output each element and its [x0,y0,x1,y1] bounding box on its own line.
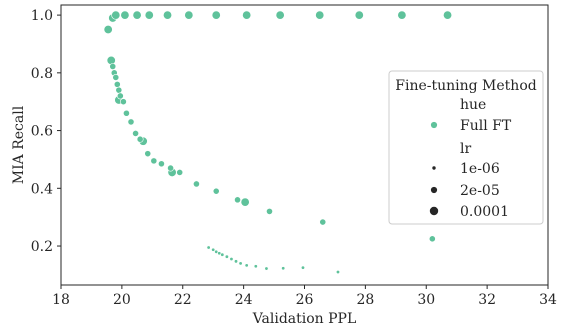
data-point [109,63,117,70]
legend-size-header: lr [460,141,471,157]
legend: Fine-tuning Method hue Full FT lr 1e-06 … [388,70,544,225]
data-point [242,10,252,20]
data-point [132,130,139,137]
data-point [234,196,241,204]
legend-size-entry-large: 0.0001 [460,204,509,220]
data-point [244,263,249,268]
legend-frame [388,70,544,225]
x-tick-label: 32 [478,292,496,308]
data-point [115,86,123,94]
x-tick-label: 34 [539,292,557,308]
x-tick-label: 22 [174,292,192,308]
data-point [112,74,120,81]
legend-hue-dot [430,121,438,129]
data-point [234,259,239,264]
data-point [132,10,142,20]
data-point [300,265,305,270]
legend-size-dot [429,206,439,216]
x-tick-label: 24 [235,292,253,308]
x-tick-label: 30 [417,292,435,308]
data-point [111,10,121,20]
data-point [428,235,436,243]
data-point [443,10,453,20]
data-point [158,160,165,168]
data-point [253,264,258,269]
data-point [136,135,144,143]
legend-hue-header: hue [460,97,486,113]
data-point [106,55,116,65]
data-point [315,10,325,20]
x-axis-label: Validation PPL [252,311,357,327]
data-point [238,261,243,266]
y-tick-label: 0.8 [31,66,53,82]
data-point [103,25,113,35]
y-tick-label: 0.2 [31,239,53,255]
data-point [319,218,327,226]
x-tick-label: 26 [296,292,314,308]
data-point [167,164,174,172]
data-point [113,80,121,88]
data-point [397,10,407,20]
x-tick-label: 28 [356,292,374,308]
legend-size-entry-small: 1e-06 [460,161,500,177]
data-point [212,187,220,195]
axis-ticks: 18 20 22 24 26 28 30 32 34 0.2 0.4 0.6 0.8 1.0 [31,8,557,308]
y-axis-label: MIA Recall [11,105,27,184]
data-points [103,10,453,275]
data-point [335,270,340,275]
data-point [119,98,127,106]
data-point [193,180,200,188]
legend-size-entry-medium: 2e-05 [460,183,500,199]
data-point [224,254,229,259]
data-point [184,10,194,20]
data-point [275,10,285,20]
data-point [220,252,225,257]
legend-hue-marker [430,121,438,129]
data-point [150,157,158,165]
data-point [229,257,234,262]
data-point [211,247,216,252]
data-point [144,10,154,20]
y-tick-label: 1.0 [31,8,53,24]
data-point [123,109,130,117]
data-point [264,266,269,271]
plot-frame [60,4,549,286]
y-tick-label: 0.4 [31,181,53,197]
data-point [176,169,184,176]
data-point [211,10,221,20]
legend-size-dot [432,166,436,170]
data-point [206,245,211,250]
data-point [240,197,250,207]
legend-hue-entry: Full FT [460,118,512,134]
legend-size-markers [429,166,439,216]
data-point [120,10,130,20]
data-point [163,10,173,20]
data-point [266,207,273,215]
y-tick-label: 0.6 [31,124,53,140]
x-tick-label: 20 [113,292,131,308]
data-point [144,150,152,158]
data-point [281,266,286,271]
legend-title: Fine-tuning Method [395,78,536,94]
x-tick-label: 18 [52,292,70,308]
data-point [127,118,135,126]
legend-size-dot [430,186,438,194]
data-point [116,92,124,100]
data-point [354,10,364,20]
